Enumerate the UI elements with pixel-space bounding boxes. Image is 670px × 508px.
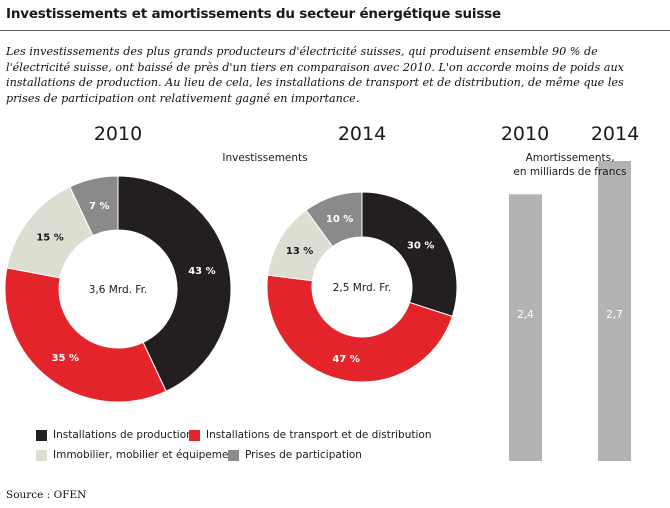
legend-item-transport: Installations de transport et de distrib…	[189, 429, 432, 441]
pie-slice-participation	[305, 191, 363, 248]
pie-year-2014: 2014	[338, 123, 386, 145]
legend-item-production: Installations de production	[36, 429, 193, 441]
legend-swatch-transport	[189, 429, 200, 441]
bar-2014	[598, 161, 631, 461]
bar-year-2014: 2014	[591, 123, 639, 145]
bar-2010	[509, 194, 542, 462]
title-rule	[0, 30, 670, 31]
pie-center-label: 3,6 Mrd. Fr.	[89, 284, 148, 296]
legend-swatch-participation	[228, 449, 239, 461]
pie-subtitle: Investissements	[222, 152, 307, 164]
legend-label: Immobilier, mobilier et équipement	[53, 449, 240, 461]
legend-label: Installations de production	[53, 429, 193, 441]
chart-title: Investissements et amortissements du sec…	[6, 6, 501, 22]
pie-year-2010: 2010	[94, 123, 142, 145]
pie-slice-participation	[69, 175, 119, 237]
bar-subtitle-line1: Amortissements,	[526, 152, 615, 164]
pie-slice-production	[361, 191, 458, 317]
bar-value-2014: 2,7	[606, 309, 623, 321]
slice-label-participation: 7 %	[89, 201, 109, 212]
pie-center-label: 2,5 Mrd. Fr.	[333, 282, 392, 294]
slice-label-participation: 10 %	[326, 214, 353, 225]
bar-value-2010: 2,4	[517, 309, 534, 321]
legend-item-immobilier: Immobilier, mobilier et équipement	[36, 449, 239, 461]
slice-label-immobilier: 15 %	[36, 232, 63, 243]
legend-label: Prises de participation	[245, 449, 362, 461]
bar-year-2010: 2010	[501, 123, 549, 145]
pie-slice-transport	[266, 274, 453, 383]
slice-label-production: 30 %	[407, 240, 434, 251]
legend-swatch-production	[36, 429, 47, 441]
slice-label-transport: 47 %	[332, 354, 359, 365]
intro-text: Les investissements des plus grands prod…	[6, 45, 624, 105]
legend-swatch-immobilier	[36, 449, 47, 461]
slice-label-immobilier: 13 %	[286, 246, 313, 257]
legend-label: Installations de transport et de distrib…	[206, 429, 432, 441]
slice-label-production: 43 %	[188, 266, 215, 277]
pie-slice-production	[117, 175, 232, 392]
pie-slice-transport	[4, 267, 167, 403]
legend-item-participation: Prises de participation	[228, 449, 362, 461]
source-note: Source : OFEN	[6, 489, 87, 501]
slice-label-transport: 35 %	[52, 353, 79, 364]
bar-subtitle-line2: en milliards de francs	[513, 166, 626, 178]
